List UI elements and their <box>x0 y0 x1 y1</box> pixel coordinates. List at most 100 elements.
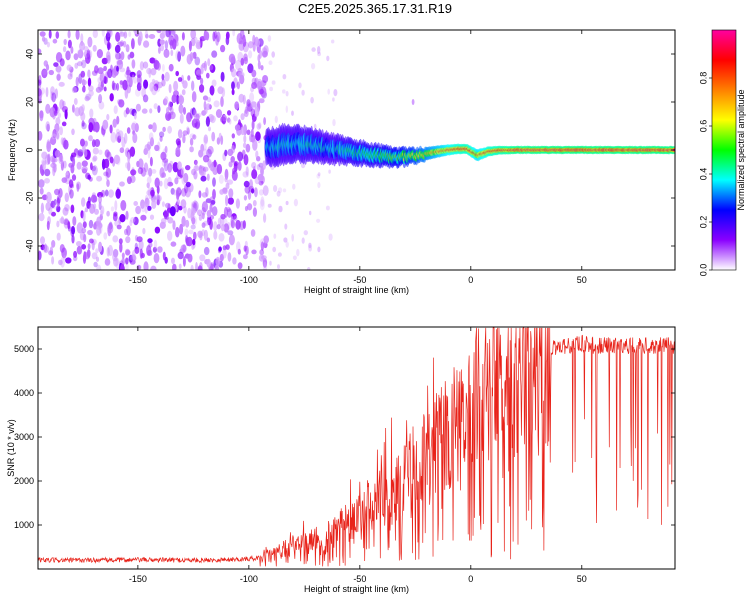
noise-blob <box>118 99 125 108</box>
noise-blob <box>84 140 88 147</box>
noise-blob <box>151 85 158 96</box>
noise-blob <box>106 113 110 121</box>
noise-blob <box>328 233 333 241</box>
noise-blob <box>128 31 132 37</box>
noise-blob <box>176 199 181 205</box>
noise-blob <box>97 191 104 198</box>
noise-blob <box>243 154 249 166</box>
noise-blob <box>157 141 161 152</box>
noise-blob <box>209 203 213 213</box>
noise-blob <box>57 65 61 75</box>
noise-blob <box>95 86 102 93</box>
noise-blob <box>248 50 253 59</box>
snr-y-axis-label: SNR (10 * v/v) <box>6 419 16 477</box>
noise-blob <box>208 64 214 71</box>
noise-blob <box>251 162 257 169</box>
noise-blob <box>206 173 210 181</box>
noise-blob <box>45 87 49 98</box>
noise-blob <box>46 139 51 150</box>
noise-blob <box>181 188 187 197</box>
noise-blob <box>235 198 240 209</box>
noise-blob <box>259 88 264 95</box>
noise-blob <box>64 109 68 120</box>
noise-blob <box>144 167 150 175</box>
noise-blob <box>119 80 124 85</box>
noise-blob <box>193 231 197 240</box>
noise-blob <box>178 103 184 114</box>
noise-blob <box>277 252 282 257</box>
noise-blob <box>210 85 215 96</box>
noise-blob <box>251 82 258 89</box>
noise-blob <box>258 189 264 196</box>
noise-blob <box>94 121 100 133</box>
noise-blob <box>210 115 216 124</box>
noise-blob <box>76 161 82 170</box>
noise-blob <box>101 30 105 37</box>
noise-blob <box>48 207 53 215</box>
noise-blob <box>200 143 205 153</box>
noise-blob <box>47 216 51 225</box>
noise-blob <box>125 107 130 115</box>
y-tick-label: -20 <box>24 191 34 204</box>
x-tick-label: -150 <box>129 574 147 584</box>
noise-blob <box>136 160 140 168</box>
noise-blob <box>308 244 312 252</box>
noise-blob <box>81 227 87 234</box>
noise-blob <box>109 124 113 134</box>
noise-blob <box>211 131 216 142</box>
noise-blob <box>108 189 114 198</box>
noise-blob <box>220 44 226 53</box>
noise-blob <box>77 149 84 157</box>
noise-blob <box>163 211 169 218</box>
noise-blob <box>317 182 321 189</box>
y-tick-label: 2000 <box>14 476 34 486</box>
noise-blob <box>66 64 72 72</box>
noise-blob <box>282 74 287 80</box>
noise-blob <box>332 119 336 127</box>
noise-blob <box>201 201 208 213</box>
noise-blob <box>208 126 211 132</box>
noise-blob <box>193 170 198 180</box>
noise-blob <box>45 202 51 211</box>
noise-blob <box>99 222 103 234</box>
noise-blob <box>191 91 197 103</box>
noise-blob <box>84 207 89 213</box>
noise-blob <box>142 61 149 69</box>
noise-blob <box>103 232 108 240</box>
noise-blob <box>201 212 205 220</box>
noise-blob <box>190 224 196 230</box>
noise-blob <box>189 138 194 146</box>
noise-blob <box>252 34 256 46</box>
noise-blob <box>260 166 264 177</box>
noise-blob <box>131 38 135 50</box>
noise-blob <box>81 79 87 86</box>
noise-blob <box>276 190 281 197</box>
noise-blob <box>225 194 229 207</box>
noise-blob <box>46 220 50 231</box>
noise-blob <box>249 179 253 190</box>
noise-blob <box>233 160 239 167</box>
noise-blob <box>316 173 321 179</box>
noise-blob <box>207 58 211 67</box>
x-tick-label: -150 <box>129 275 147 285</box>
noise-blob <box>177 129 183 139</box>
noise-blob <box>191 207 196 216</box>
noise-blob <box>97 77 101 84</box>
noise-blob <box>92 30 98 39</box>
noise-blob <box>39 110 44 119</box>
spectrogram-signal-track <box>264 99 675 169</box>
noise-blob <box>303 230 308 236</box>
noise-blob <box>269 86 273 92</box>
noise-blob <box>170 241 177 247</box>
noise-blob <box>119 214 126 223</box>
noise-blob <box>285 200 289 206</box>
noise-blob <box>258 50 262 59</box>
noise-blob <box>88 219 94 229</box>
noise-blob <box>55 65 62 73</box>
noise-blob <box>39 31 46 37</box>
noise-blob <box>250 108 255 118</box>
noise-blob <box>61 177 68 184</box>
noise-blob <box>133 201 138 206</box>
noise-blob <box>150 265 157 270</box>
